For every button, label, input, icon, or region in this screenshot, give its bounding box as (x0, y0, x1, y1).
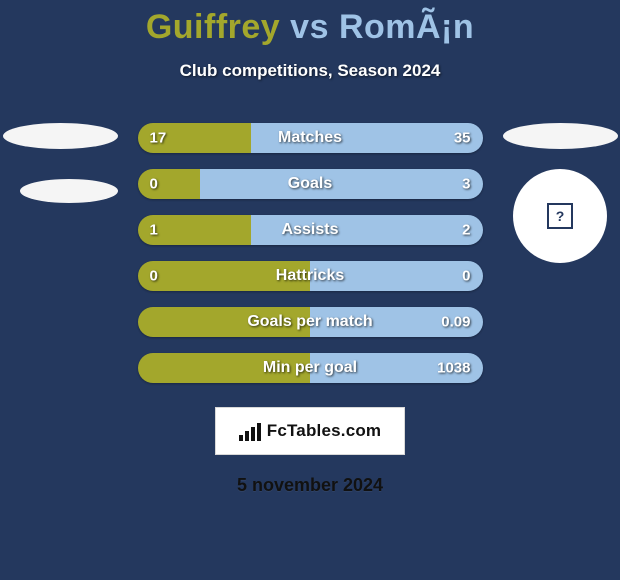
fctables-logo: FcTables.com (215, 407, 405, 455)
stat-label: Goals per match (247, 313, 372, 331)
stat-label: Hattricks (276, 267, 344, 285)
stat-label: Matches (278, 129, 342, 147)
player1-name: Guiffrey (146, 8, 280, 46)
stat-value-right: 0.09 (441, 314, 470, 331)
player1-avatar-col (0, 123, 120, 203)
vs-text: vs (290, 8, 329, 46)
stat-bar: 0.09 Goals per match (138, 307, 483, 337)
page-title: Guiffrey vs RomÃ¡n (0, 8, 620, 47)
stat-value-left: 0 (150, 268, 158, 285)
stat-bar-right-seg (200, 169, 483, 199)
stat-bars: 17 35 Matches 0 3 Goals 1 2 Assists 0 0 Hattricks 0.… (138, 123, 483, 383)
generated-date: 5 november 2024 (0, 475, 620, 496)
stat-bar-left-seg (138, 169, 200, 199)
player2-club-badge: ? (513, 169, 607, 263)
main-area: ? 17 35 Matches 0 3 Goals 1 2 Assists 0 0 Hattricks… (0, 123, 620, 383)
logo-bars-icon (239, 421, 261, 441)
stat-bar: 17 35 Matches (138, 123, 483, 153)
stat-label: Goals (288, 175, 332, 193)
stat-value-left: 1 (150, 222, 158, 239)
stat-label: Assists (282, 221, 339, 239)
comparison-infographic: Guiffrey vs RomÃ¡n Club competitions, Se… (0, 0, 620, 580)
stat-value-right: 35 (454, 130, 471, 147)
stat-bar: 1 2 Assists (138, 215, 483, 245)
stat-value-right: 2 (462, 222, 470, 239)
player2-name: RomÃ¡n (339, 8, 474, 46)
stat-value-left: 17 (150, 130, 167, 147)
stat-value-right: 0 (462, 268, 470, 285)
stat-value-right: 3 (462, 176, 470, 193)
unknown-club-icon: ? (547, 203, 573, 229)
subtitle: Club competitions, Season 2024 (0, 61, 620, 81)
logo-text: FcTables.com (267, 421, 382, 441)
player1-club-placeholder (20, 179, 118, 203)
player1-avatar (3, 123, 118, 149)
stat-value-right: 1038 (437, 360, 470, 377)
player2-avatar-col: ? (500, 123, 620, 263)
stat-value-left: 0 (150, 176, 158, 193)
stat-bar: 1038 Min per goal (138, 353, 483, 383)
stat-bar: 0 0 Hattricks (138, 261, 483, 291)
stat-label: Min per goal (263, 359, 357, 377)
player2-avatar (503, 123, 618, 149)
stat-bar: 0 3 Goals (138, 169, 483, 199)
